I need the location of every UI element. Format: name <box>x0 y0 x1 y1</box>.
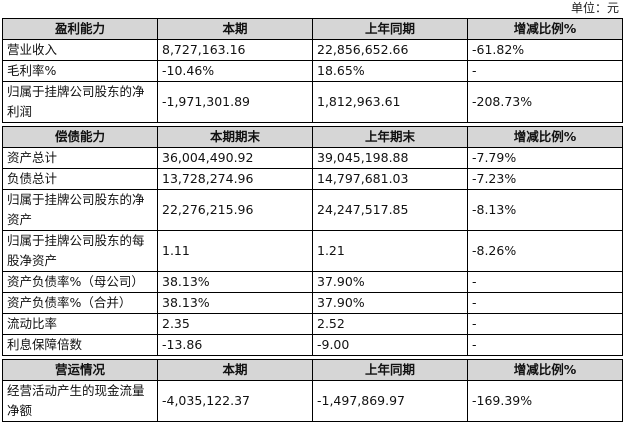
header-cell: 上年同期 <box>312 18 468 40</box>
data-row: 经营活动产生的现金流量净额 -4,035,122.37 -1,497,869.97-… <box>2 380 623 422</box>
cell: 资产负债率%（母公司） <box>2 271 158 293</box>
cell: 毛利率% <box>2 60 158 82</box>
cell: 37.90% <box>312 271 468 293</box>
cell: - <box>467 292 623 314</box>
cell: 2.52 <box>312 313 468 335</box>
cell: 归属于挂牌公司股东的每股净资产 <box>2 230 158 272</box>
header-row: 盈利能力 本期 上年同期 增减比例% <box>2 18 623 40</box>
header-cell: 盈利能力 <box>2 18 158 40</box>
cell: 资产总计 <box>2 147 158 169</box>
cell: 资产负债率%（合并） <box>2 292 158 314</box>
cell: 14,797,681.03 <box>312 168 468 190</box>
data-row: 资产负债率%（母公司） 38.13% 37.90% - <box>2 271 623 293</box>
cell: -7.79% <box>467 147 623 169</box>
header-row: 营运情况 本期 上年同期 增减比例% <box>2 359 623 381</box>
cell: 38.13% <box>157 271 313 293</box>
data-row: 负债总计 13,728,274.96 14,797,681.03 -7.23% <box>2 168 623 190</box>
cell: -1,971,301.89 <box>157 81 313 123</box>
cell: -4,035,122.37 <box>157 380 313 422</box>
header-cell: 本期期末 <box>157 126 313 148</box>
header-cell: 偿债能力 <box>2 126 158 148</box>
header-cell: 上年同期 <box>312 359 468 381</box>
data-row: 归属于挂牌公司股东的净资产 22,276,215.96 24,247,517.85-… <box>2 189 623 231</box>
cell: -8.13% <box>467 189 623 231</box>
cell: 22,276,215.96 <box>157 189 313 231</box>
cell: -10.46% <box>157 60 313 82</box>
header-cell: 本期 <box>157 359 313 381</box>
cell: 流动比率 <box>2 313 158 335</box>
cell: 1.21 <box>312 230 468 272</box>
cell: 利息保障倍数 <box>2 334 158 356</box>
section-table: 盈利能力 本期 上年同期 增减比例% 营业收入 8,727,163.16 22,856,65… <box>2 18 623 123</box>
cell: -13.86 <box>157 334 313 356</box>
data-row: 归属于挂牌公司股东的每股净资产 1.11 1.21 -8.26% <box>2 230 623 272</box>
cell: -7.23% <box>467 168 623 190</box>
cell: -9.00 <box>312 334 468 356</box>
header-cell: 增减比例% <box>467 126 623 148</box>
cell: 38.13% <box>157 292 313 314</box>
cell: -61.82% <box>467 39 623 61</box>
header-cell: 上年期末 <box>312 126 468 148</box>
section-table: 营运情况 本期 上年同期 增减比例% 经营活动产生的现金流量净额 -4,035,122.3… <box>2 359 623 422</box>
data-row: 归属于挂牌公司股东的净利润 -1,971,301.89 1,812,963.61 -2… <box>2 81 623 123</box>
header-cell: 营运情况 <box>2 359 158 381</box>
cell: 8,727,163.16 <box>157 39 313 61</box>
data-row: 资产负债率%（合并） 38.13% 37.90% - <box>2 292 623 314</box>
cell: 24,247,517.85 <box>312 189 468 231</box>
header-cell: 增减比例% <box>467 18 623 40</box>
cell: 经营活动产生的现金流量净额 <box>2 380 158 422</box>
cell: 2.35 <box>157 313 313 335</box>
cell: 13,728,274.96 <box>157 168 313 190</box>
unit-label: 单位：元 <box>570 1 619 15</box>
cell: -1,497,869.97 <box>312 380 468 422</box>
cell: 22,856,652.66 <box>312 39 468 61</box>
cell: - <box>467 313 623 335</box>
cell: -169.39% <box>467 380 623 422</box>
data-row: 流动比率 2.35 2.52- <box>2 313 623 335</box>
cell: 39,045,198.88 <box>312 147 468 169</box>
cell: 1,812,963.61 <box>312 81 468 123</box>
cell: - <box>467 60 623 82</box>
cell: - <box>467 271 623 293</box>
cell: 18.65% <box>312 60 468 82</box>
cell: 36,004,490.92 <box>157 147 313 169</box>
header-cell: 本期 <box>157 18 313 40</box>
cell: 归属于挂牌公司股东的净利润 <box>2 81 158 123</box>
cell: -208.73% <box>467 81 623 123</box>
cell: 营业收入 <box>2 39 158 61</box>
section-table: 偿债能力 本期期末 上年期末 增减比例% 资产总计 36,004,490.92 39,045… <box>2 126 623 356</box>
header-row: 偿债能力 本期期末 上年期末 增减比例% <box>2 126 623 148</box>
cell: 37.90% <box>312 292 468 314</box>
data-row: 资产总计 36,004,490.92 39,045,198.88 -7.79% <box>2 147 623 169</box>
financial-table: 盈利能力 本期 上年同期 增减比例% 营业收入 8,727,163.16 22,856,65… <box>2 18 623 425</box>
data-row: 毛利率% -10.46% 18.65% - <box>2 60 623 82</box>
cell: -8.26% <box>467 230 623 272</box>
cell: 1.11 <box>157 230 313 272</box>
header-cell: 增减比例% <box>467 359 623 381</box>
cell: 负债总计 <box>2 168 158 190</box>
data-row: 利息保障倍数 -13.86 -9.00- <box>2 334 623 356</box>
data-row: 营业收入 8,727,163.16 22,856,652.66 -61.82% <box>2 39 623 61</box>
cell: 归属于挂牌公司股东的净资产 <box>2 189 158 231</box>
cell: - <box>467 334 623 356</box>
